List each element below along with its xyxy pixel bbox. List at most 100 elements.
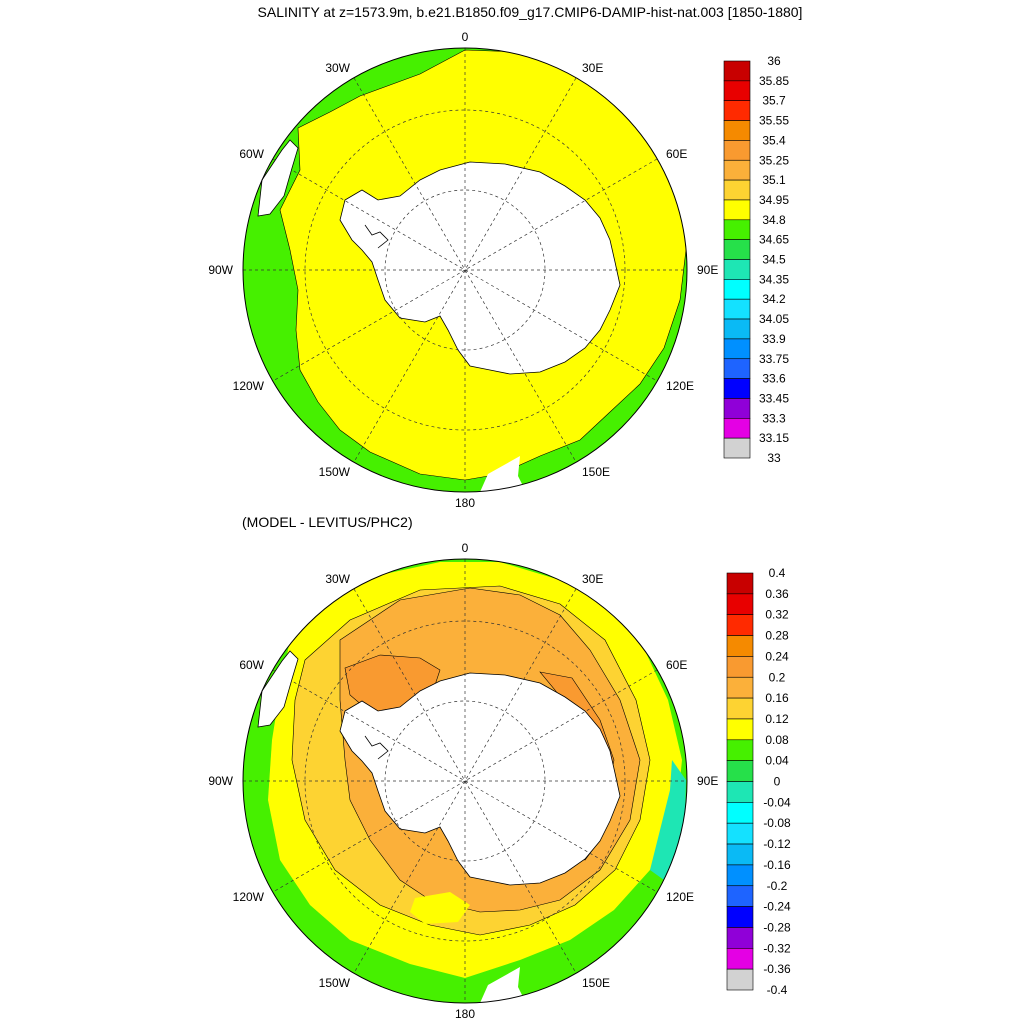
- colorbar-anomaly-swatch: [726, 927, 754, 949]
- colorbar-anomaly-label: 0.28: [765, 629, 789, 643]
- antarctica-landmass: [339, 161, 621, 375]
- colorbar-anomaly-swatch: [726, 718, 754, 741]
- colorbar-anomaly-label: -0.12: [763, 837, 791, 851]
- colorbar-salinity-label: 34.8: [762, 213, 786, 227]
- colorbar-anomaly-swatch: [726, 635, 754, 657]
- lon-label-90w: 90W: [208, 263, 233, 277]
- colorbar-salinity-swatch: [723, 60, 751, 82]
- lon-label-30w: 30W: [325, 61, 350, 75]
- lon-label-0: 0: [462, 30, 469, 44]
- colorbar-salinity-label: 33: [767, 451, 781, 465]
- colorbar-salinity-label: 35.7: [762, 94, 786, 108]
- lon-label-60w: 60W: [239, 658, 264, 672]
- colorbar-anomaly-label: -0.24: [763, 900, 791, 914]
- colorbar-salinity-swatch: [723, 219, 751, 240]
- colorbar-anomaly-swatch: [726, 593, 754, 615]
- colorbar-anomaly-label: 0.04: [765, 754, 789, 768]
- colorbar-salinity-swatch: [723, 159, 751, 181]
- colorbar-salinity-swatch: [723, 100, 751, 121]
- colorbar-anomaly-label: -0.04: [763, 795, 791, 809]
- colorbar-anomaly-label: 0.36: [765, 587, 789, 601]
- graticule: [243, 48, 687, 492]
- south-america-coast: [257, 139, 299, 217]
- colorbar-salinity-swatch: [723, 398, 751, 419]
- colorbar-salinity-label: 34.95: [759, 193, 789, 207]
- colorbar-salinity-swatch: [723, 298, 751, 320]
- colorbar-anomaly-label: -0.4: [767, 983, 788, 997]
- colorbar-anomaly-swatch: [726, 968, 754, 991]
- lon-label-150w: 150W: [319, 976, 351, 990]
- colorbar-salinity-label: 34.2: [762, 292, 786, 306]
- map-border: [242, 47, 688, 493]
- colorbar-anomaly: 0.4 0.36 0.32 0.28 0.24 0.2 0.16 0.12 0.08 0.04 0 -…: [726, 566, 791, 997]
- colorbar-anomaly-swatch: [726, 656, 754, 678]
- lon-label-150e: 150E: [582, 976, 610, 990]
- panel-subtitle: (MODEL - LEVITUS/PHC2): [242, 514, 413, 530]
- colorbar-salinity-swatch: [723, 179, 751, 201]
- colorbar-salinity-label: 35.55: [759, 114, 789, 128]
- colorbar-anomaly-label: -0.28: [763, 920, 791, 934]
- colorbar-anomaly-swatch: [726, 760, 754, 782]
- colorbar-salinity-swatch: [723, 338, 751, 360]
- colorbar-salinity: 36 35.85 35.7 35.55 35.4 35.25 35.1 34.95 34.8 34…: [723, 54, 789, 465]
- colorbar-salinity-swatch: [723, 437, 751, 459]
- lon-label-150e: 150E: [582, 465, 610, 479]
- colorbar-salinity-swatch: [723, 318, 751, 340]
- longitude-labels-top: 0 180 90E 90W 30E 30W 60E 60W 120E 120W …: [208, 30, 718, 510]
- colorbar-anomaly-label: -0.08: [763, 816, 791, 830]
- colorbar-salinity-label: 35.25: [759, 153, 789, 167]
- colorbar-salinity-label: 33.6: [762, 372, 786, 386]
- south-america-coast: [257, 650, 299, 728]
- longitude-labels-bottom: 0 180 90E 90W 30E 30W 60E 60W 120E 120W …: [208, 541, 718, 1021]
- colorbar-salinity-label: 35.85: [759, 74, 789, 88]
- colorbar-anomaly-label: 0.24: [765, 649, 789, 663]
- colorbar-salinity-swatch: [723, 358, 751, 379]
- colorbar-salinity-label: 33.75: [759, 352, 789, 366]
- colorbar-anomaly-swatch: [726, 843, 754, 866]
- lon-label-120w: 120W: [233, 890, 265, 904]
- lon-label-180: 180: [455, 1007, 475, 1021]
- colorbar-salinity-swatch: [723, 279, 751, 300]
- colorbar-salinity-label: 34.05: [759, 312, 789, 326]
- colorbar-salinity-label: 34.5: [762, 253, 786, 267]
- lon-label-90e: 90E: [697, 774, 718, 788]
- colorbar-salinity-swatch: [723, 199, 751, 221]
- colorbar-anomaly-swatch: [726, 802, 754, 824]
- lon-label-120e: 120E: [666, 890, 694, 904]
- map-border: [242, 558, 688, 1004]
- lon-label-30e: 30E: [582, 572, 603, 586]
- antarctic-peninsula: [364, 735, 389, 760]
- colorbar-anomaly-swatch: [726, 614, 754, 636]
- colorbar-anomaly-label: 0.12: [765, 712, 789, 726]
- colorbar-anomaly-label: -0.2: [767, 879, 788, 893]
- colorbar-salinity-label: 35.1: [762, 173, 786, 187]
- colorbar-anomaly-swatch: [726, 739, 754, 761]
- colorbar-anomaly-label: 0.2: [769, 670, 786, 684]
- colorbar-salinity-swatch: [723, 140, 751, 161]
- lon-label-60w: 60W: [239, 147, 264, 161]
- colorbar-anomaly-label: -0.36: [763, 962, 791, 976]
- colorbar-anomaly-swatch: [726, 906, 754, 928]
- colorbar-salinity-swatch: [723, 378, 751, 399]
- colorbar-anomaly-swatch: [726, 572, 754, 595]
- colorbar-anomaly-swatch: [726, 885, 754, 907]
- lon-label-120e: 120E: [666, 379, 694, 393]
- colorbar-anomaly-swatch: [726, 697, 754, 720]
- colorbar-salinity-label: 34.65: [759, 233, 789, 247]
- colorbar-salinity-label: 33.3: [762, 411, 786, 425]
- lon-label-90e: 90E: [697, 263, 718, 277]
- antarctica-landmass: [339, 672, 621, 886]
- salinity-polar-map: [242, 47, 688, 493]
- lon-label-30e: 30E: [582, 61, 603, 75]
- colorbar-salinity-label: 35.4: [762, 133, 786, 147]
- new-zealand-gap: [480, 967, 524, 1003]
- colorbar-anomaly-swatch: [726, 822, 754, 845]
- colorbar-anomaly-swatch: [726, 864, 754, 887]
- colorbar-anomaly-label: -0.16: [763, 858, 791, 872]
- colorbar-salinity-label: 33.9: [762, 332, 786, 346]
- colorbar-anomaly-swatch: [726, 781, 754, 803]
- antarctic-peninsula: [364, 224, 389, 249]
- lon-label-30w: 30W: [325, 572, 350, 586]
- figure-title: SALINITY at z=1573.9m, b.e21.B1850.f09_g…: [257, 4, 803, 20]
